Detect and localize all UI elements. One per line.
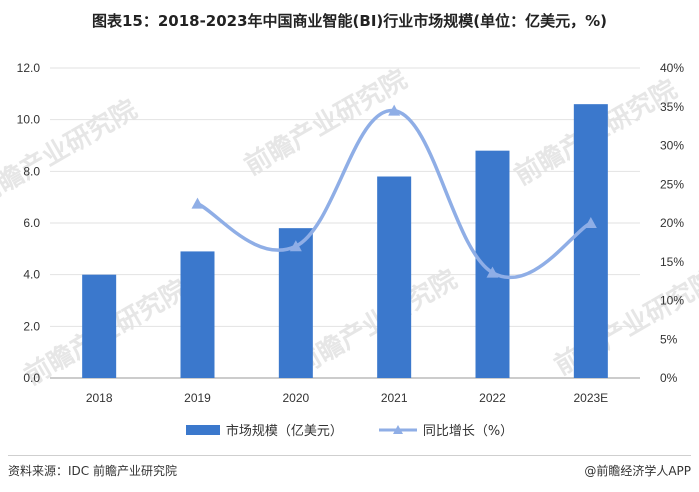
- y-right-tick-label: 0%: [660, 371, 678, 385]
- growth-point-2021: [388, 104, 401, 116]
- growth-point-2020: [289, 240, 302, 252]
- y-right-tick-label: 30%: [660, 139, 684, 153]
- y-right-tick-label: 40%: [660, 61, 684, 75]
- y-left-tick-label: 0.0: [23, 371, 40, 385]
- watermark-text-0: 前瞻产业研究院: [0, 94, 142, 212]
- x-tick-label: 2018: [86, 391, 113, 405]
- x-tick-label: 2020: [282, 391, 309, 405]
- legend-line-swatch: [378, 424, 417, 434]
- y-left-tick-label: 6.0: [23, 216, 40, 230]
- bar-2018: [82, 274, 117, 378]
- legend-item-line: 同比增长（%）: [378, 420, 514, 439]
- y-right-tick-label: 35%: [660, 100, 684, 114]
- y-right-tick-label: 5%: [660, 332, 678, 346]
- x-tick-label: 2022: [479, 391, 506, 405]
- legend: 市场规模（亿美元） 同比增长（%）: [0, 420, 699, 439]
- y-left-tick-label: 12.0: [17, 61, 41, 75]
- y-left-tick-label: 2.0: [23, 319, 40, 333]
- bar-2021: [377, 176, 412, 378]
- legend-bar-label: 市场规模（亿美元）: [225, 424, 343, 439]
- watermark-text-1: 前瞻产业研究院: [239, 64, 412, 182]
- watermark-text-4: 前瞻产业研究院: [289, 264, 462, 382]
- bar-2023E: [573, 104, 608, 379]
- source-note: 资料来源：IDC 前瞻产业研究院: [8, 464, 177, 478]
- growth-point-2019: [191, 197, 204, 209]
- legend-bar-swatch: [185, 424, 220, 435]
- legend-item-bar: 市场规模（亿美元）: [185, 420, 343, 439]
- y-right-tick-label: 25%: [660, 177, 684, 191]
- brand-credit: @前瞻经济学人APP: [584, 464, 691, 478]
- y-right-tick-label: 20%: [660, 216, 684, 230]
- y-left-tick-label: 8.0: [23, 164, 40, 178]
- bar-2020: [278, 228, 313, 378]
- y-right-tick-label: 15%: [660, 255, 684, 269]
- footer-divider: [8, 455, 691, 456]
- x-tick-label: 2023E: [573, 391, 608, 405]
- x-tick-label: 2021: [381, 391, 408, 405]
- bar-2019: [180, 251, 215, 378]
- watermark-text-5: 前瞻产业研究院: [549, 264, 699, 382]
- growth-point-2022: [486, 266, 499, 278]
- growth-point-2023E: [584, 217, 597, 228]
- x-tick-label: 2019: [184, 391, 211, 405]
- y-right-tick-label: 10%: [660, 294, 684, 308]
- legend-line-label: 同比增长（%）: [422, 424, 514, 439]
- chart-title: 图表15：2018-2023年中国商业智能(BI)行业市场规模(单位：亿美元，%…: [91, 12, 608, 30]
- y-left-tick-label: 10.0: [17, 113, 41, 127]
- y-left-tick-label: 4.0: [23, 268, 40, 282]
